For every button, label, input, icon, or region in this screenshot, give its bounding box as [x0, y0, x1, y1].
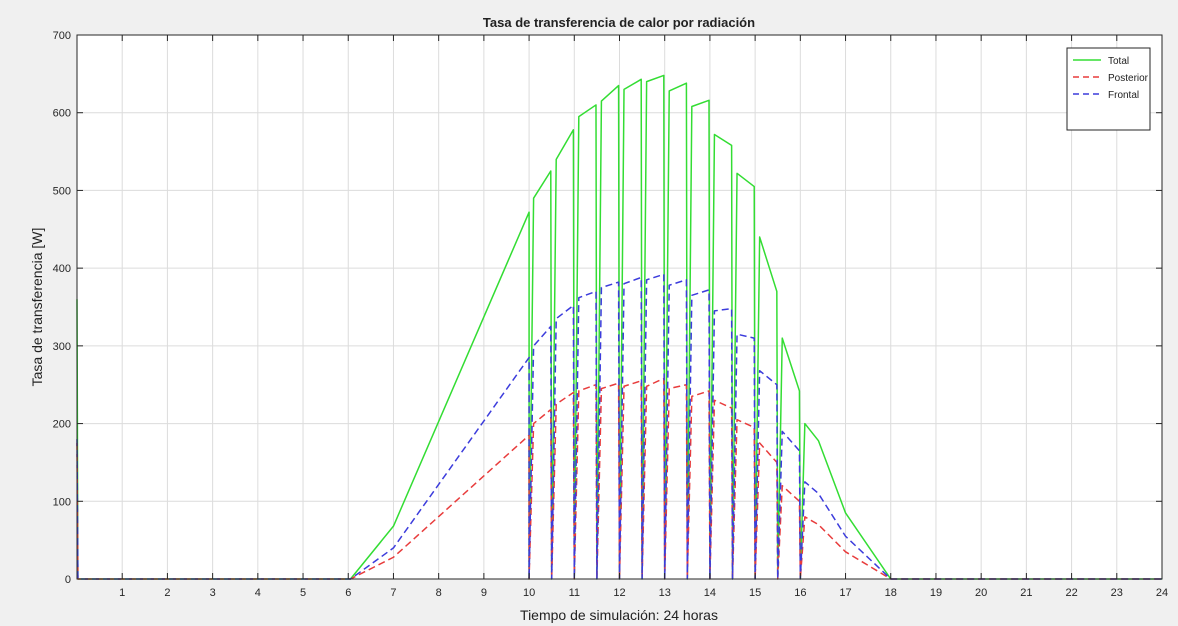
y-tick-label: 200 [53, 419, 71, 431]
x-tick-label: 10 [523, 587, 535, 599]
y-tick-label: 500 [53, 185, 71, 197]
x-tick-label: 8 [436, 587, 442, 599]
y-axis-label: Tasa de transferencia [W] [29, 228, 45, 387]
x-tick-label: 23 [1111, 587, 1123, 599]
x-tick-label: 19 [930, 587, 942, 599]
x-tick-label: 24 [1156, 587, 1168, 599]
y-tick-label: 100 [53, 496, 71, 508]
x-tick-labels: 1 2 3 4 5 6 7 8 9 10 11 12 13 14 15 16 17 18 19 20 21 22 23 24 [119, 587, 1168, 599]
x-tick-label: 22 [1065, 587, 1077, 599]
y-tick-label: 600 [53, 108, 71, 120]
chart-title: Tasa de transferencia de calor por radia… [483, 15, 755, 30]
x-tick-label: 12 [613, 587, 625, 599]
legend-label-total: Total [1108, 56, 1129, 67]
x-tick-label: 13 [659, 587, 671, 599]
x-tick-label: 6 [345, 587, 351, 599]
x-tick-label: 3 [210, 587, 216, 599]
x-tick-label: 16 [794, 587, 806, 599]
x-tick-label: 14 [704, 587, 716, 599]
x-tick-label: 4 [255, 587, 261, 599]
y-tick-label: 700 [53, 30, 71, 42]
x-tick-label: 18 [885, 587, 897, 599]
series-line-frontal [76, 273, 1162, 580]
legend-label-frontal: Frontal [1108, 90, 1139, 101]
x-tick-label: 21 [1020, 587, 1032, 599]
legend: Total Posterior Frontal [1066, 47, 1151, 131]
x-tick-label: 9 [481, 587, 487, 599]
x-tick-label: 11 [569, 587, 580, 599]
x-tick-label: 5 [300, 587, 306, 599]
x-tick-label: 1 [119, 587, 125, 599]
y-tick-label: 400 [53, 263, 71, 275]
x-tick-label: 7 [390, 587, 396, 599]
x-tick-label: 17 [839, 587, 851, 599]
x-tick-label: 20 [975, 587, 987, 599]
series-layer [76, 74, 1162, 580]
x-axis-label: Tiempo de simulación: 24 horas [520, 607, 718, 623]
legend-label-posterior: Posterior [1108, 73, 1149, 84]
y-tick-labels: 0 100 200 300 400 500 600 700 [53, 30, 71, 586]
x-tick-label: 2 [164, 587, 170, 599]
x-tick-label: 15 [749, 587, 761, 599]
y-tick-label: 0 [65, 574, 71, 586]
y-tick-label: 300 [53, 341, 71, 353]
legend-box [1066, 47, 1151, 131]
axis-ticks [77, 34, 1163, 580]
